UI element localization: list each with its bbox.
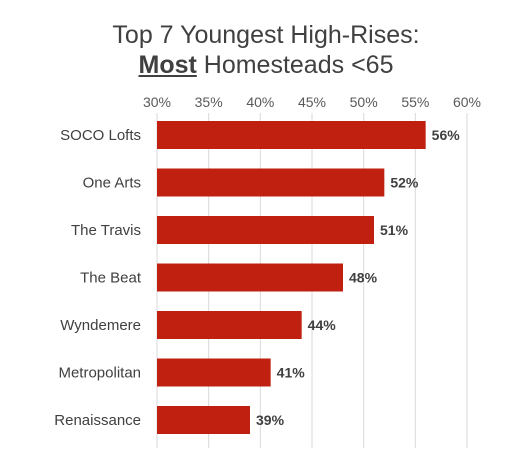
bar	[157, 263, 343, 292]
data-label: 44%	[308, 317, 337, 333]
category-label: Metropolitan	[58, 365, 141, 382]
data-label: 39%	[256, 412, 285, 428]
data-label: 56%	[432, 127, 461, 143]
chart-title-emphasis: Most	[138, 51, 197, 79]
bar	[157, 358, 271, 387]
chart-title-line1: Top 7 Youngest High-Rises:	[112, 21, 420, 49]
category-label: One Arts	[83, 175, 141, 192]
category-label: The Beat	[80, 270, 142, 287]
category-label: Wyndemere	[60, 317, 141, 334]
x-tick-label: 50%	[350, 94, 378, 110]
x-tick-label: 45%	[298, 94, 326, 110]
x-tick-label: 55%	[401, 94, 429, 110]
data-label: 52%	[390, 175, 419, 191]
data-label: 51%	[380, 222, 409, 238]
bar	[157, 168, 385, 197]
bar	[157, 121, 426, 149]
category-label: The Travis	[71, 222, 141, 239]
x-tick-label: 40%	[246, 94, 274, 110]
category-label: Renaissance	[54, 412, 141, 429]
data-label: 48%	[349, 270, 378, 286]
category-label: SOCO Lofts	[60, 127, 141, 144]
bar	[157, 406, 250, 434]
chart-title-rest: Homesteads <65	[196, 51, 394, 79]
x-tick-label: 30%	[143, 94, 171, 110]
x-tick-label: 60%	[453, 94, 481, 110]
bar	[157, 311, 302, 339]
bar	[157, 216, 374, 244]
chart-title-line2: Most Homesteads <65	[0, 50, 532, 80]
data-label: 41%	[277, 365, 306, 381]
x-tick-label: 35%	[195, 94, 223, 110]
